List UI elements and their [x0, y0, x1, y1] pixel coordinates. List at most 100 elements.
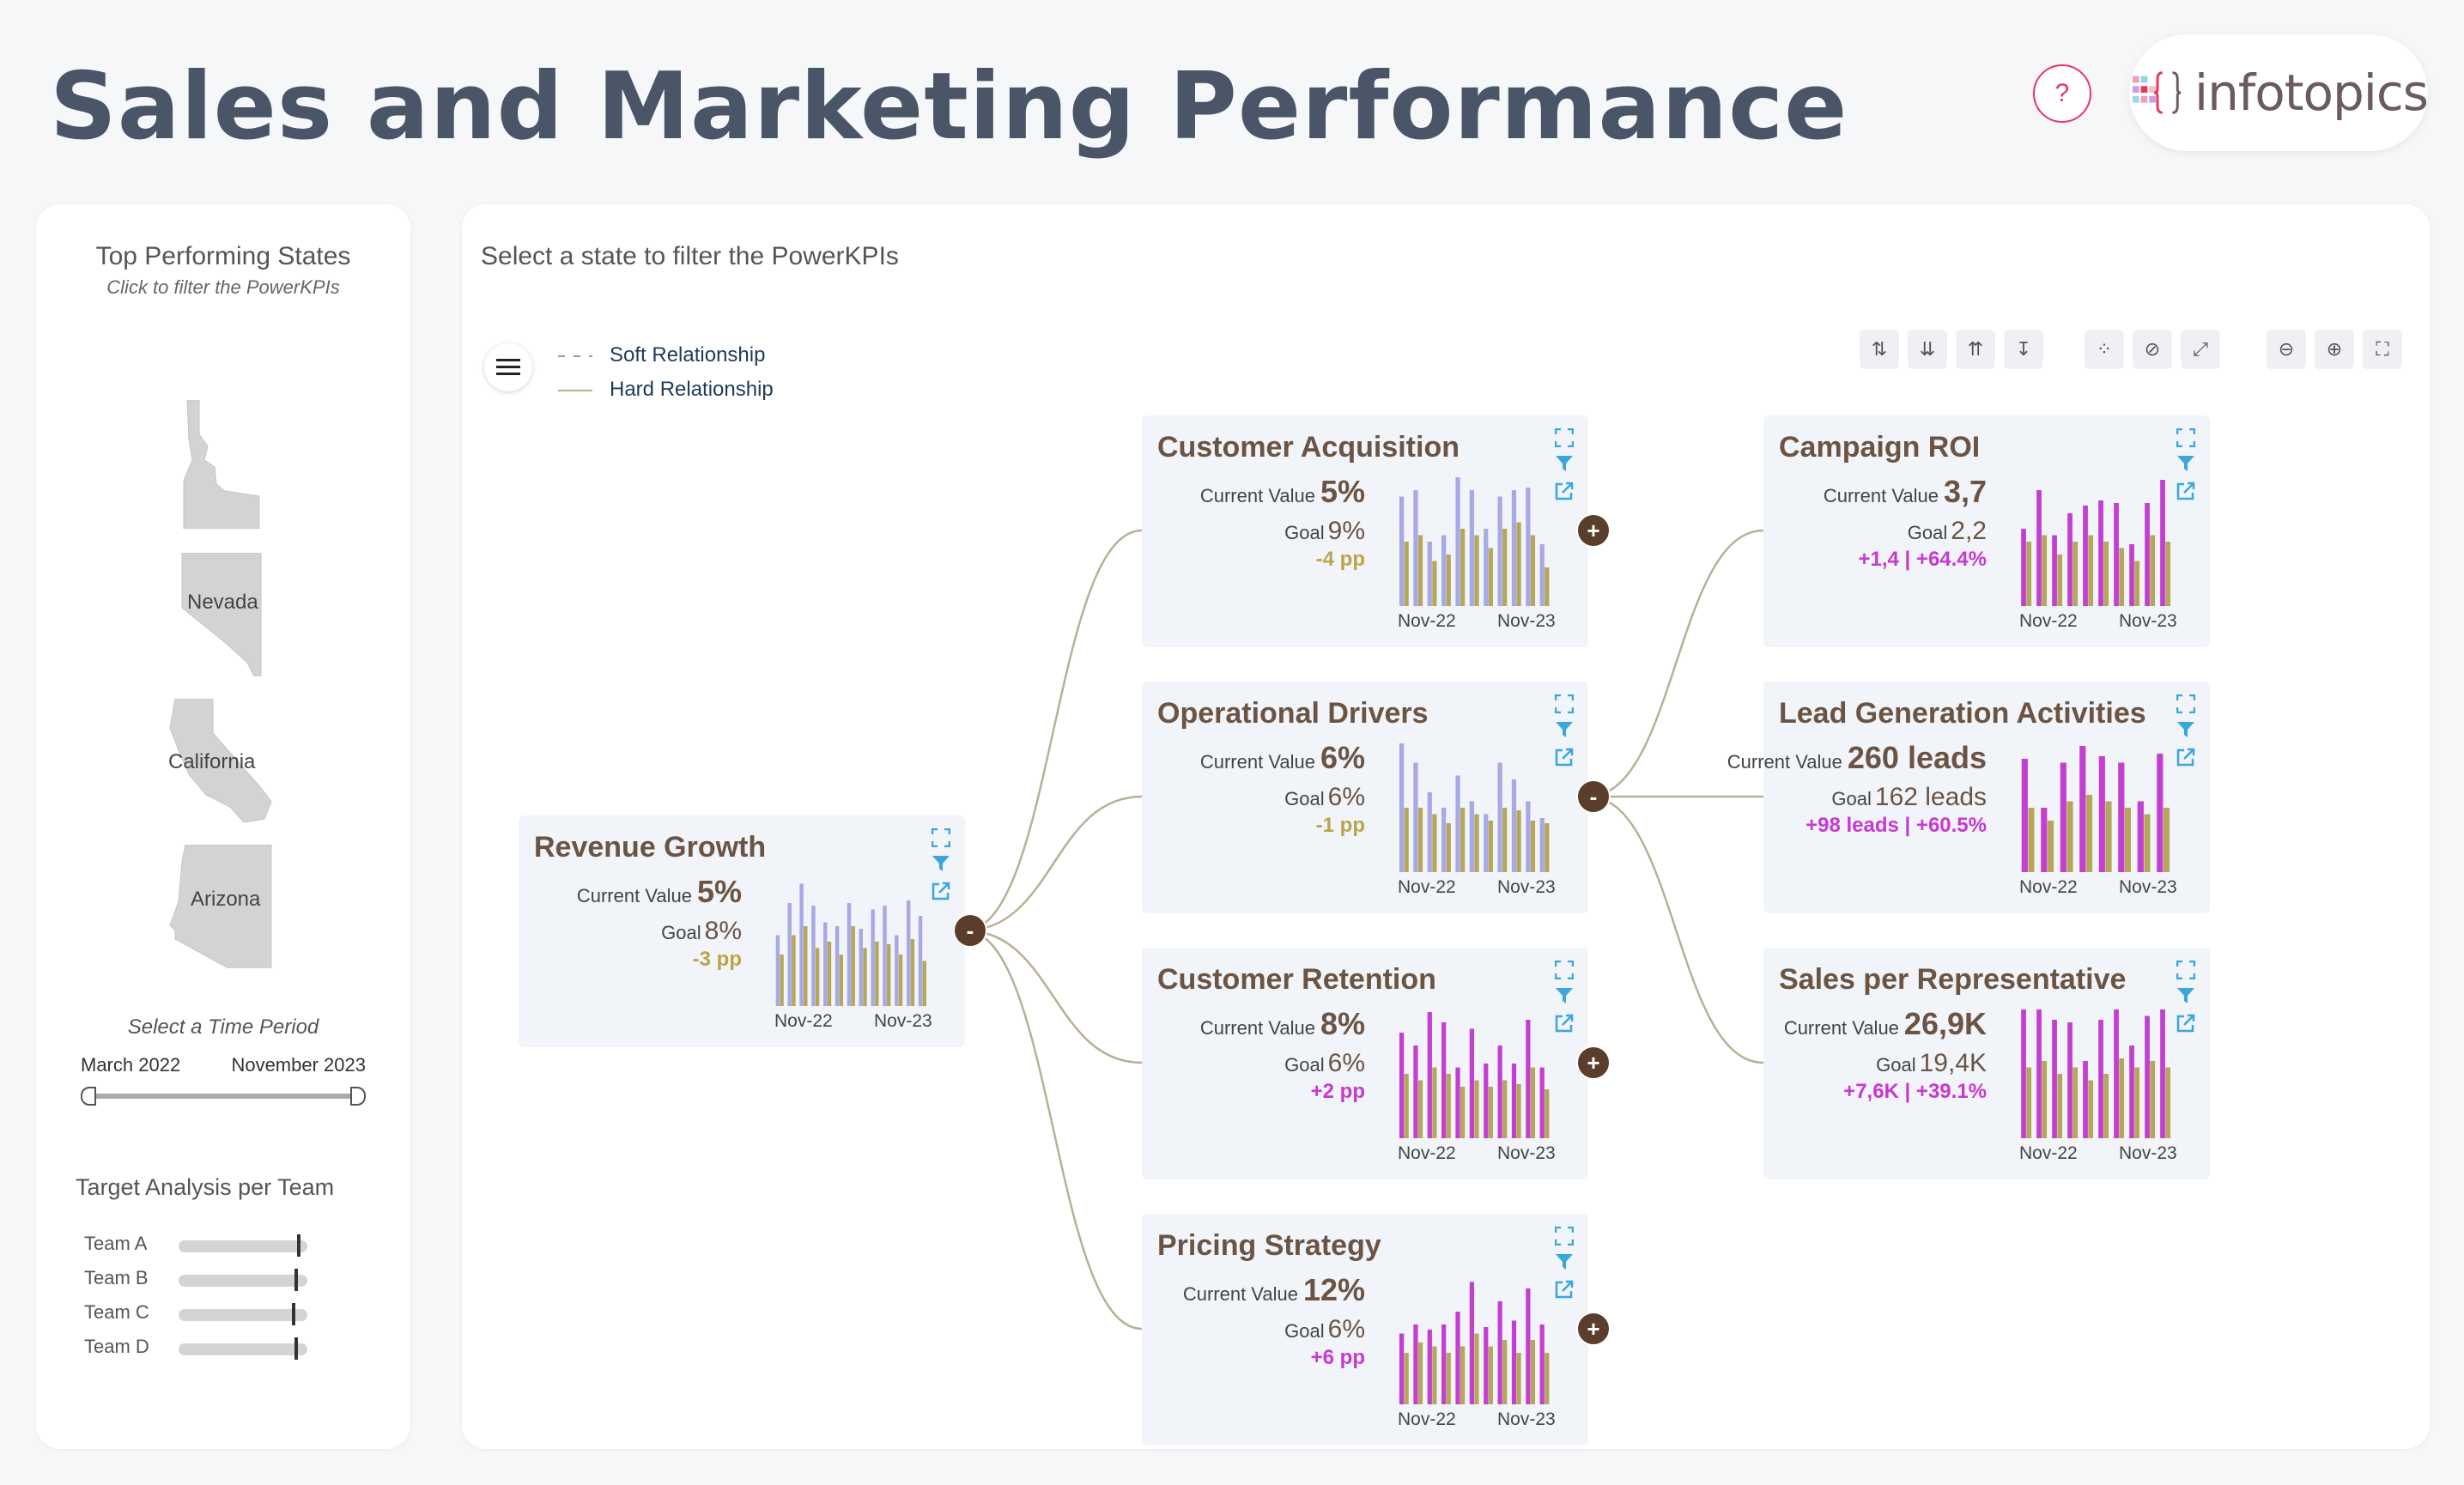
filter-button[interactable] [1552, 1250, 1576, 1274]
focus-button[interactable] [1552, 1224, 1576, 1248]
bar-goal [1502, 808, 1508, 872]
menu-button[interactable] [484, 343, 532, 391]
open-link-button[interactable] [1552, 1011, 1576, 1035]
team-row[interactable]: Team A [84, 1233, 359, 1258]
grid-view-button[interactable]: ⁘ [2085, 330, 2124, 369]
state-california[interactable] [167, 699, 276, 822]
clear-filter-button[interactable]: ⊘ [2133, 330, 2172, 369]
kpi-card-price[interactable]: Pricing Strategy Current Value 12% Goal 6%… [1142, 1214, 1588, 1446]
time-slider-end-handle[interactable] [350, 1087, 366, 1106]
filter-button[interactable] [1552, 452, 1576, 476]
kpi-card-acq[interactable]: Customer Acquisition Current Value 5% Goa… [1142, 415, 1588, 647]
bar-goal [1446, 1074, 1451, 1138]
time-slider-track[interactable] [88, 1094, 359, 1099]
kpi-card-lead[interactable]: Lead Generation Activities Current Value… [1727, 682, 2210, 913]
kpi-card-roi[interactable]: Campaign ROI Current Value 3,7 Goal 2,2 +1… [1763, 415, 2210, 647]
kpi-bar-chart [2021, 746, 2170, 872]
state-nevada[interactable] [179, 553, 264, 676]
current-value-label: Current Value [1182, 1283, 1298, 1305]
open-link-button[interactable] [1552, 745, 1576, 769]
focus-button[interactable] [929, 826, 953, 850]
filter-button[interactable] [2174, 984, 2198, 1008]
current-value: Current Value 6% [1200, 740, 1365, 776]
kpi-card-sales[interactable]: Sales per Representative Current Value 26… [1763, 948, 2210, 1179]
expand-collapse-button[interactable]: - [953, 913, 987, 948]
state-idaho[interactable] [180, 400, 263, 529]
fit-screen-button[interactable]: ⛶ [2363, 330, 2402, 369]
bar-current [1441, 808, 1447, 872]
bar-goal [2073, 542, 2079, 606]
focus-button[interactable] [2174, 958, 2198, 982]
bar-goal [1530, 1067, 1536, 1138]
kpi-card-ret[interactable]: Customer Retention Current Value 8% Goal 6… [1142, 948, 1588, 1179]
time-slider-start-handle[interactable] [81, 1087, 96, 1106]
sort-descending-button[interactable]: ⇊ [1908, 330, 1947, 369]
x-axis-start: Nov-22 [2019, 1143, 2078, 1163]
focus-button[interactable] [2174, 692, 2198, 716]
bar-goal [2028, 808, 2035, 872]
current-value-number: 26,9K [1903, 1006, 1987, 1041]
filter-button[interactable] [2174, 718, 2198, 742]
open-link-button[interactable] [2174, 745, 2198, 769]
filter-button[interactable] [1552, 984, 1576, 1008]
open-link-button[interactable] [1552, 479, 1576, 503]
focus-button[interactable] [1552, 692, 1576, 716]
bar-goal [910, 939, 915, 1006]
current-value: Current Value 8% [1200, 1006, 1365, 1042]
filter-icon [932, 856, 950, 871]
expand-collapse-button[interactable]: + [1576, 513, 1611, 548]
kpi-bar-chart [775, 883, 926, 1006]
zoom-in-icon: ⊕ [2326, 338, 2343, 360]
bar-current [1511, 1064, 1517, 1138]
team-row[interactable]: Team C [84, 1301, 359, 1327]
external-link-icon [1555, 1280, 1574, 1299]
bar-current [1427, 1330, 1432, 1404]
expand-collapse-button[interactable]: - [1576, 779, 1611, 814]
open-link-button[interactable] [929, 879, 953, 903]
filter-button[interactable] [929, 852, 953, 876]
sort-ascending-icon: ⇈ [1967, 338, 1984, 360]
sort-alpha-button[interactable]: ↧ [2004, 330, 2043, 369]
bar-current [1469, 801, 1475, 872]
focus-button[interactable] [2174, 426, 2198, 450]
x-axis-start: Nov-22 [1398, 877, 1456, 897]
team-row[interactable]: Team D [84, 1336, 359, 1361]
help-button[interactable]: ? [2033, 64, 2091, 123]
filter-button[interactable] [2174, 452, 2198, 476]
expand-collapse-button[interactable]: + [1576, 1046, 1611, 1080]
team-row[interactable]: Team B [84, 1267, 359, 1293]
bar-current [811, 906, 816, 1006]
focus-button[interactable] [1552, 958, 1576, 982]
bar-current [1413, 762, 1418, 872]
bar-current [1455, 775, 1460, 872]
zoom-out-button[interactable]: ⊖ [2267, 330, 2306, 369]
sort-toggle-button[interactable]: ⇅ [1860, 330, 1899, 369]
goal-number: 2,2 [1951, 517, 1987, 545]
filter-button[interactable] [1552, 718, 1576, 742]
bar-goal [1488, 821, 1493, 872]
bar-goal [1404, 808, 1409, 872]
variance: +6 pp [1310, 1346, 1365, 1369]
bar-current [1511, 779, 1517, 872]
bar-goal [2134, 561, 2140, 606]
bar-goal [1417, 535, 1423, 606]
zoom-in-button[interactable]: ⊕ [2315, 330, 2354, 369]
sort-ascending-button[interactable]: ⇈ [1956, 330, 1995, 369]
focus-button[interactable] [1552, 426, 1576, 450]
open-link-button[interactable] [1552, 1277, 1576, 1301]
bar-goal [1460, 1346, 1466, 1404]
infotopics-logo[interactable]: infotopics [2129, 34, 2429, 151]
bar-goal [2066, 801, 2073, 872]
bar-goal [1432, 814, 1437, 872]
kpi-card-ops[interactable]: Operational Drivers Current Value 6% Goal… [1142, 682, 1588, 913]
open-link-button[interactable] [2174, 1011, 2198, 1035]
expand-button[interactable]: ⤢ [2181, 330, 2220, 369]
filter-icon [1556, 1254, 1573, 1270]
bar-current [2098, 756, 2105, 872]
open-link-button[interactable] [2174, 479, 2198, 503]
sort-alpha-icon: ↧ [2015, 338, 2032, 360]
kpi-card-revenue[interactable]: Revenue Growth Current Value 5% Goal 8% -3… [519, 815, 965, 1047]
expand-collapse-button[interactable]: + [1576, 1312, 1611, 1346]
state-arizona[interactable] [168, 845, 275, 968]
bar-goal [898, 955, 903, 1006]
